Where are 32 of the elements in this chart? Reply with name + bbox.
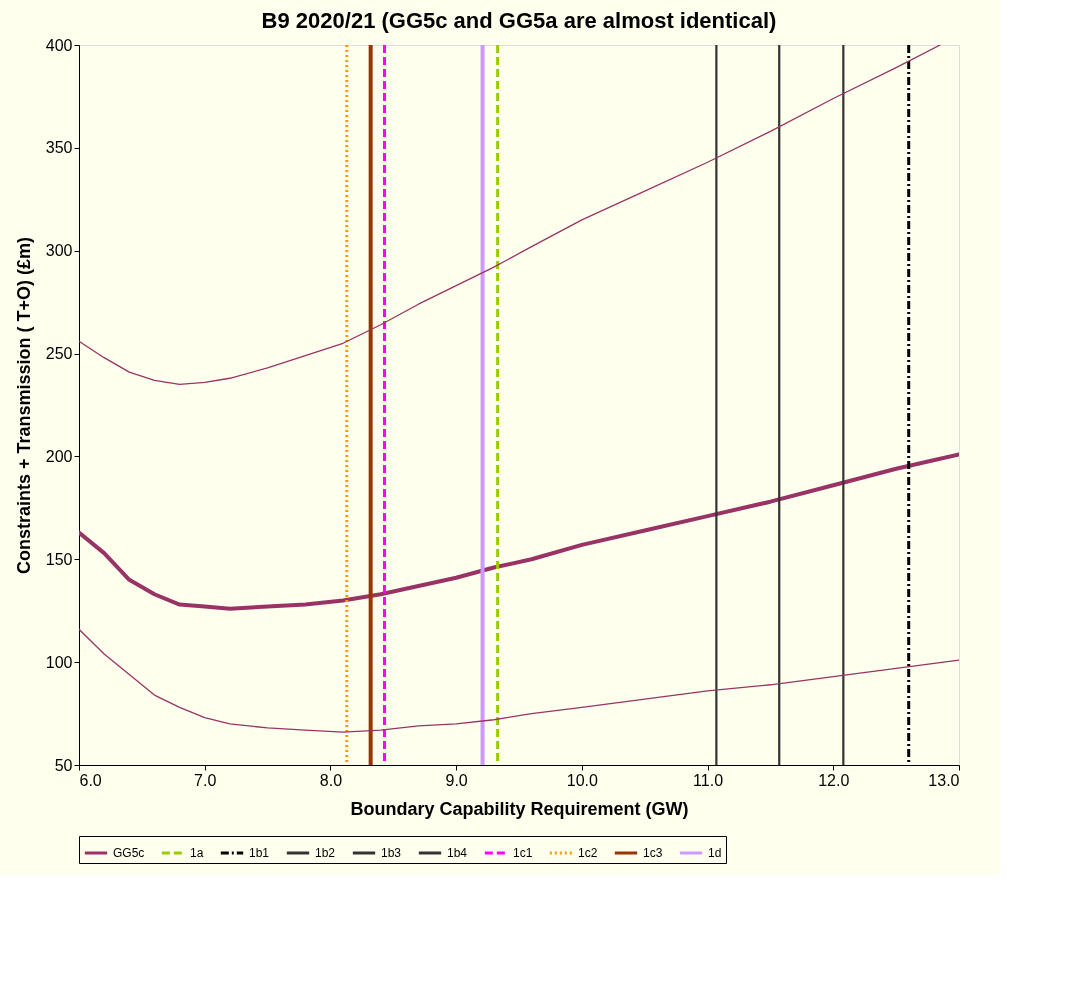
legend-label: 1d xyxy=(708,846,722,860)
x-tick-label: 11.0 xyxy=(693,771,724,789)
legend-label: 1b2 xyxy=(315,846,336,860)
y-tick-label: 250 xyxy=(45,345,73,363)
legend-label: 1a xyxy=(190,846,204,860)
legend-label: GG5c xyxy=(113,846,145,860)
x-tick-label: 6.0 xyxy=(79,771,102,789)
y-tick-label: 100 xyxy=(45,653,73,671)
y-axis-title: Constraints + Transmission ( T+O) (£m) xyxy=(13,236,34,575)
legend-label: 1c3 xyxy=(643,846,663,860)
x-axis-title: Boundary Capability Requirement (GW) xyxy=(350,798,689,819)
line-series xyxy=(79,45,941,386)
legend-label: 1b4 xyxy=(447,846,468,860)
x-tick-label: 12.0 xyxy=(818,771,850,789)
y-tick-label: 350 xyxy=(45,139,73,157)
line-series xyxy=(79,452,959,611)
x-tick-label: 7.0 xyxy=(194,771,217,789)
x-tick-label: 13.0 xyxy=(928,771,960,789)
y-tick-label: 200 xyxy=(45,447,73,465)
legend-label: 1c1 xyxy=(513,846,533,860)
y-tick-label: 50 xyxy=(54,756,73,774)
chart-title: B9 2020/21 (GG5c and GG5a are almost identical) xyxy=(261,8,777,33)
legend-label: 1b3 xyxy=(381,846,402,860)
legend-label: 1c2 xyxy=(578,846,598,860)
y-tick-label: 300 xyxy=(45,242,73,260)
y-tick-label: 400 xyxy=(45,36,73,54)
y-tick-label: 150 xyxy=(45,550,73,568)
x-tick-label: 9.0 xyxy=(445,771,468,789)
line-series xyxy=(79,628,959,733)
legend-label: 1b1 xyxy=(249,846,270,860)
x-tick-label: 8.0 xyxy=(319,771,343,789)
x-tick-label: 10.0 xyxy=(566,771,599,789)
